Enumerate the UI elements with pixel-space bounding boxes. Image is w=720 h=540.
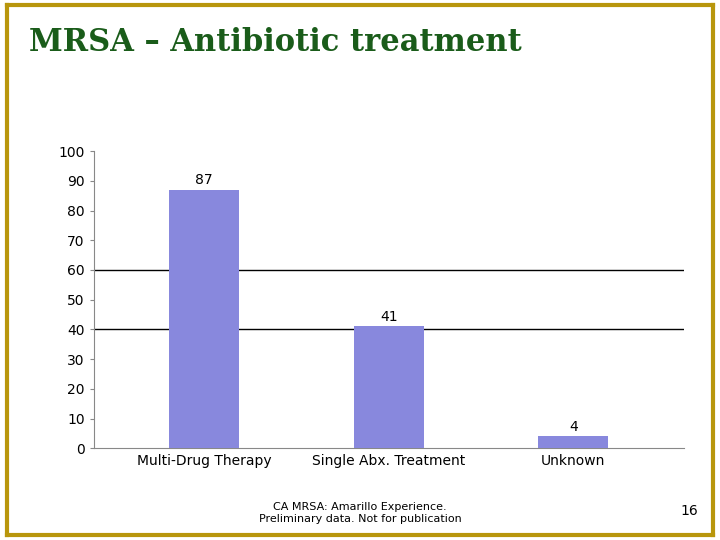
Text: 4: 4 xyxy=(569,420,577,434)
Text: MRSA – Antibiotic treatment: MRSA – Antibiotic treatment xyxy=(29,27,521,58)
Bar xyxy=(169,190,239,448)
Text: CA MRSA: Amarillo Experience.
Preliminary data. Not for publication: CA MRSA: Amarillo Experience. Preliminar… xyxy=(258,502,462,524)
Text: 41: 41 xyxy=(380,310,397,324)
Text: 87: 87 xyxy=(196,173,213,187)
Text: 16: 16 xyxy=(680,504,698,518)
Bar xyxy=(539,436,608,448)
Bar xyxy=(354,326,424,448)
